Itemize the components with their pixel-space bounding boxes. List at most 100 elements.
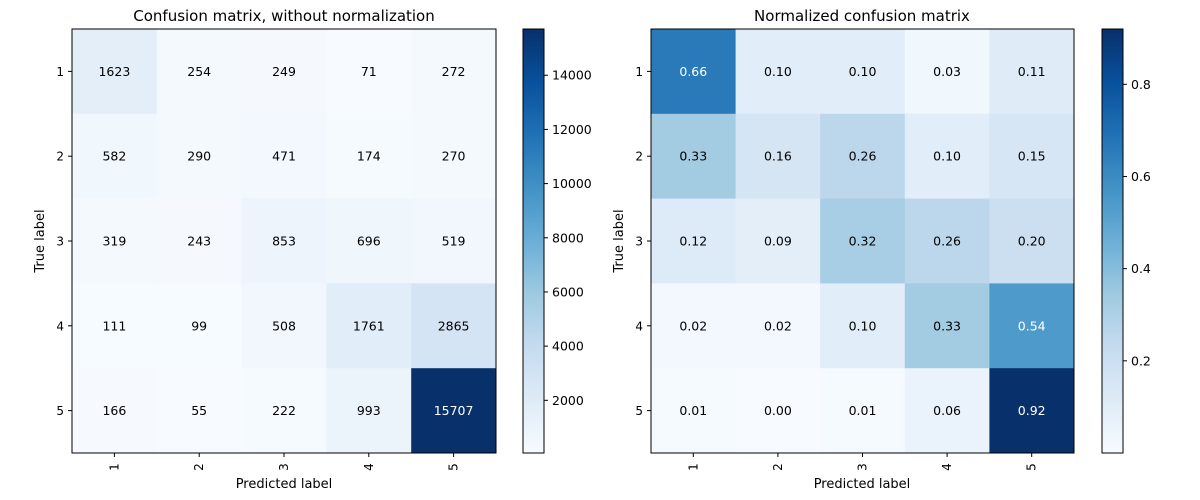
heatmap-cell xyxy=(411,368,497,454)
y-tick-label: 4 xyxy=(56,319,64,333)
heatmap-cells: 1623 254 249 71 272 582 290 471 174 270 319 243 853 6… xyxy=(72,29,497,454)
cell-value-label: 993 xyxy=(357,403,381,418)
colorbar-tick-label: 10000 xyxy=(552,176,592,191)
x-tick-label: 1 xyxy=(107,463,121,471)
x-tick-label: 1 xyxy=(686,463,700,471)
y-axis-ticks: 1 2 3 4 5 xyxy=(56,65,72,418)
chart-title: Normalized confusion matrix xyxy=(754,7,970,25)
heatmap-cell xyxy=(735,29,821,115)
cell-value-label: 111 xyxy=(102,318,126,333)
cell-value-label: 0.03 xyxy=(933,64,961,79)
heatmap-cell xyxy=(411,113,497,199)
heatmap-cell xyxy=(241,113,327,199)
y-tick-label: 2 xyxy=(56,150,64,164)
heatmap-cell xyxy=(820,198,906,284)
cell-value-label: 0.02 xyxy=(764,318,792,333)
cell-value-label: 0.01 xyxy=(679,403,707,418)
heatmap-cell xyxy=(72,198,158,284)
x-tick-label: 2 xyxy=(771,463,785,471)
heatmap-cell xyxy=(156,29,242,115)
heatmap-cell xyxy=(820,283,906,369)
heatmap-cell xyxy=(326,283,412,369)
y-tick-label: 3 xyxy=(56,235,64,249)
cell-value-label: 519 xyxy=(442,234,466,249)
x-tick-label: 4 xyxy=(940,463,954,471)
confusion-matrix-raw-panel: Confusion matrix, without normalization … xyxy=(33,7,592,492)
cell-value-label: 0.20 xyxy=(1018,234,1046,249)
colorbar xyxy=(1101,28,1124,454)
heatmap-cell xyxy=(326,113,412,199)
heatmap-cell xyxy=(241,283,327,369)
cell-value-label: 0.92 xyxy=(1018,403,1046,418)
y-axis-label: True label xyxy=(612,209,627,273)
cell-value-label: 319 xyxy=(102,234,126,249)
cell-value-label: 290 xyxy=(187,149,211,164)
y-tick-label: 1 xyxy=(635,65,643,79)
heatmap-cell xyxy=(820,368,906,454)
cell-value-label: 471 xyxy=(272,149,296,164)
colorbar-ticks: 2000 4000 6000 8000 10000 12000 14000 xyxy=(544,68,592,408)
cell-value-label: 222 xyxy=(272,403,296,418)
cell-value-label: 0.10 xyxy=(764,64,792,79)
colorbar-ticks: 0.2 0.4 0.6 0.8 xyxy=(1123,77,1151,368)
heatmap-cell xyxy=(735,198,821,284)
cell-value-label: 1761 xyxy=(353,318,385,333)
heatmap-cell xyxy=(326,368,412,454)
confusion-matrix-normalized-panel: Normalized confusion matrix 0.66 0.10 0.10… xyxy=(612,7,1151,492)
heatmap-cell xyxy=(411,198,497,284)
cell-value-label: 0.15 xyxy=(1018,149,1046,164)
x-tick-label: 3 xyxy=(277,463,291,471)
heatmap-cell xyxy=(820,113,906,199)
x-axis-ticks: 1 2 3 4 5 xyxy=(686,453,1039,471)
cell-value-label: 254 xyxy=(187,64,211,79)
cell-value-label: 0.12 xyxy=(679,234,707,249)
heatmap-cell xyxy=(651,113,736,199)
heatmap-cell xyxy=(651,368,736,454)
x-axis-ticks: 1 2 3 4 5 xyxy=(107,453,461,471)
colorbar-tick-label: 6000 xyxy=(552,284,584,299)
x-axis-label: Predicted label xyxy=(814,477,911,492)
cell-value-label: 0.54 xyxy=(1018,318,1046,333)
cell-value-label: 15707 xyxy=(434,403,474,418)
x-tick-label: 5 xyxy=(447,463,461,471)
cell-value-label: 0.10 xyxy=(849,64,877,79)
heatmap-cell xyxy=(904,368,990,454)
cell-value-label: 0.09 xyxy=(764,234,792,249)
cell-value-label: 0.10 xyxy=(933,149,961,164)
x-axis-label: Predicted label xyxy=(236,477,333,492)
colorbar-tick-label: 0.4 xyxy=(1131,261,1151,276)
cell-value-label: 0.66 xyxy=(679,64,707,79)
x-tick-label: 3 xyxy=(856,463,870,471)
cell-value-label: 582 xyxy=(102,149,126,164)
heatmap-cell xyxy=(989,29,1075,115)
heatmap-cell xyxy=(989,368,1075,454)
cell-value-label: 2865 xyxy=(438,318,470,333)
colorbar-tick-label: 8000 xyxy=(552,230,584,245)
y-tick-label: 2 xyxy=(635,150,643,164)
heatmap-cell xyxy=(904,29,990,115)
colorbar xyxy=(522,28,545,454)
heatmap-cell xyxy=(735,368,821,454)
heatmap-cell xyxy=(411,29,497,115)
cell-value-label: 0.10 xyxy=(849,318,877,333)
heatmap-cell xyxy=(904,113,990,199)
heatmap-cell xyxy=(156,283,242,369)
heatmap-cell xyxy=(651,198,736,284)
chart-title: Confusion matrix, without normalization xyxy=(133,7,435,25)
y-tick-label: 5 xyxy=(56,404,64,418)
heatmap-cell xyxy=(72,29,158,115)
heatmap-cell xyxy=(156,198,242,284)
cell-value-label: 166 xyxy=(102,403,126,418)
cell-value-label: 508 xyxy=(272,318,296,333)
y-tick-label: 1 xyxy=(56,65,64,79)
colorbar-tick-label: 0.8 xyxy=(1131,77,1151,92)
heatmap-cell xyxy=(651,283,736,369)
cell-value-label: 0.06 xyxy=(933,403,961,418)
heatmap-cell xyxy=(651,29,736,115)
cell-value-label: 55 xyxy=(191,403,207,418)
heatmap-cell xyxy=(241,368,327,454)
colorbar-tick-label: 14000 xyxy=(552,68,592,83)
heatmap-cell xyxy=(735,113,821,199)
heatmap-cell xyxy=(156,113,242,199)
